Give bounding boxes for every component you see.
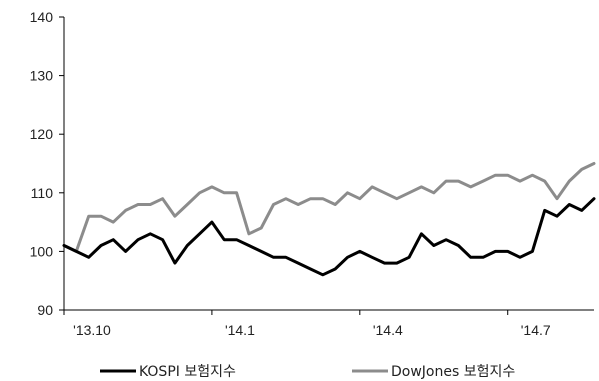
chart-legend: KOSPI 보험지수 DowJones 보험지수 (100, 364, 515, 380)
series-line-kospi (62, 197, 596, 277)
x-tick-label: '14.1 (225, 322, 255, 338)
y-tick-label: 140 (30, 9, 54, 25)
legend-label-kospi: KOSPI 보험지수 (139, 364, 236, 380)
y-tick-label: 130 (30, 68, 54, 84)
series-layer (62, 162, 596, 277)
series-line-dowjones (62, 162, 596, 253)
y-tick-label: 120 (30, 126, 54, 142)
legend-label-dowjones: DowJones 보험지수 (391, 364, 515, 380)
chart-axes: 90 100 110 120 130 140 '13.10 '14.1 '14.4 '14.7 (30, 9, 594, 338)
y-tick-label: 100 (30, 243, 54, 259)
x-tick-label: '14.7 (521, 322, 551, 338)
y-tick-label: 90 (37, 302, 53, 318)
x-tick-label: '14.4 (373, 322, 403, 338)
y-tick-label: 110 (31, 185, 54, 201)
x-tick-label: '13.10 (73, 322, 111, 338)
